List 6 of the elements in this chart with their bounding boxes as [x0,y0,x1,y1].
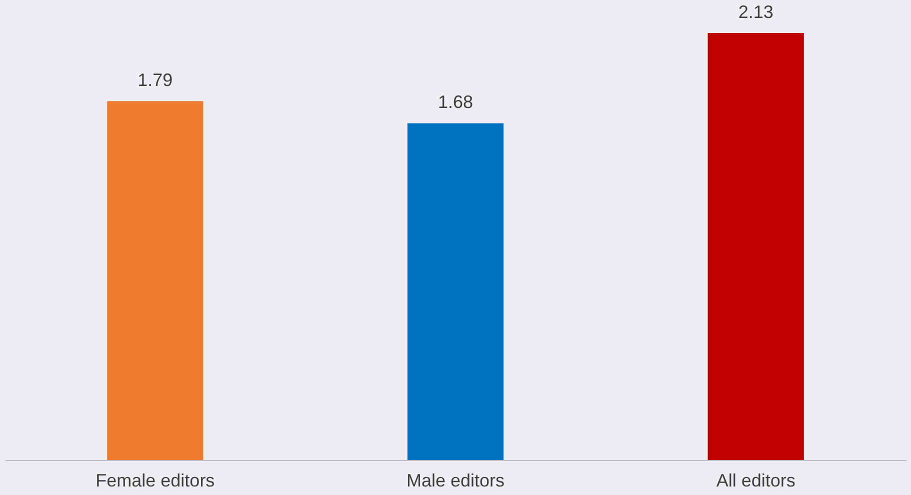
data-label: 2.13 [738,2,774,22]
x-tick-label: Female editors [96,470,215,490]
x-tick-label: Male editors [406,470,505,490]
x-tick-label: All editors [716,470,796,490]
data-label: 1.79 [138,70,173,90]
data-label: 1.68 [438,92,474,112]
